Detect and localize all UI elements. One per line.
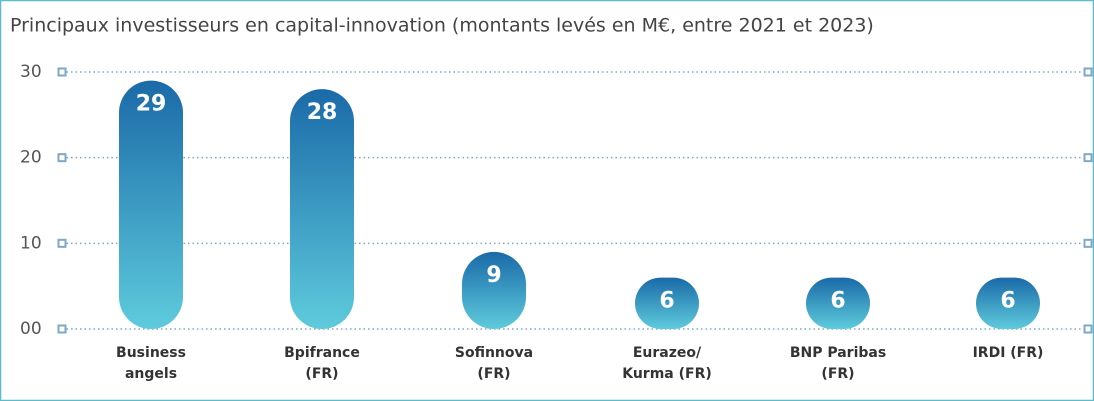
value-label: 29 [136,92,167,117]
value-label: 6 [659,289,674,314]
grid-marker [1083,238,1093,248]
bar [635,277,699,329]
bar [806,277,870,329]
chart-title: Principaux investisseurs en capital-inno… [10,15,874,37]
x-tick-label: Eurazeo/Kurma (FR) [622,345,712,382]
grid-marker [57,238,67,248]
grid-marker [1083,153,1093,163]
value-label: 6 [1000,289,1015,314]
x-tick-label: BNP Paribas (FR) [790,345,886,382]
y-tick-label: 10 [20,233,42,253]
x-tick-label: IRDI (FR) [973,345,1044,361]
y-tick-label: 20 [20,148,42,168]
x-tick-label: Bpifrance (FR) [284,345,360,382]
grid-marker [1083,67,1093,77]
bar [119,80,183,329]
y-tick-label: 00 [20,319,42,339]
bar [462,251,526,329]
grid-marker [57,67,67,77]
x-tick-label: Business angels [116,345,186,382]
bar [976,277,1040,329]
grid-marker [1083,324,1093,334]
value-label: 6 [830,289,845,314]
y-tick-label: 30 [20,62,42,82]
x-tick-label: Sofinnova (FR) [455,345,533,382]
bar [290,89,354,329]
grid-marker [57,324,67,334]
value-label: 9 [486,263,501,288]
grid-marker [57,153,67,163]
value-label: 28 [307,100,338,125]
